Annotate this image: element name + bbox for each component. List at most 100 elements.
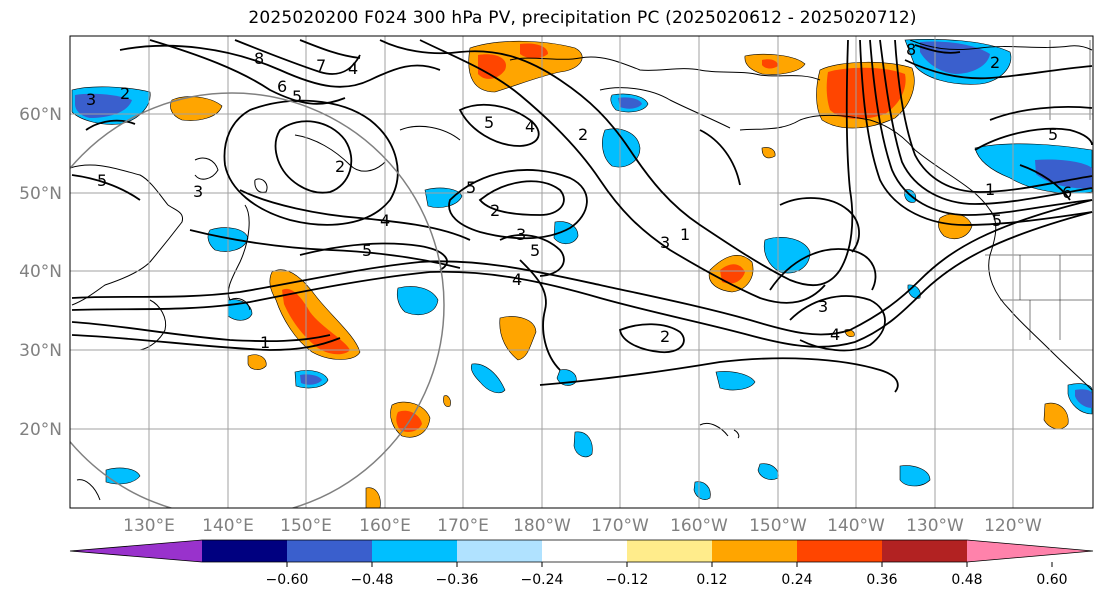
pv-contour-label: 4 bbox=[380, 211, 390, 230]
lon-label: 150°E bbox=[280, 516, 332, 536]
colorbar-segment bbox=[457, 540, 542, 562]
pv-contour bbox=[779, 197, 860, 253]
pv-contour bbox=[618, 323, 685, 354]
colorbar-tick-label: −0.36 bbox=[436, 572, 479, 588]
pv-contour-label: 5 bbox=[362, 241, 372, 260]
coastline bbox=[509, 56, 821, 81]
pv-contour-label-group: 8 7 6 5 4 5 5 4 2 3 2 3 5 4 5 2 3 5 1 3 … bbox=[86, 40, 1072, 352]
pv-contour bbox=[458, 103, 540, 147]
pv-contour bbox=[904, 59, 1093, 80]
colorbar-tick-label: 0.12 bbox=[696, 572, 727, 588]
lat-label: 20°N bbox=[19, 420, 62, 440]
colorbar-extension-high bbox=[967, 540, 1093, 562]
coastline bbox=[70, 164, 184, 306]
coastline bbox=[227, 204, 251, 311]
precip-neg-core bbox=[75, 93, 132, 118]
precip-neg-cell bbox=[899, 465, 931, 487]
pv-contour bbox=[223, 99, 399, 226]
pv-contour bbox=[274, 120, 353, 194]
pv-contour bbox=[519, 259, 561, 371]
pv-contour bbox=[894, 39, 1093, 193]
pv-contour bbox=[789, 295, 886, 352]
pv-contour-label: 5 bbox=[97, 171, 107, 190]
coastline bbox=[739, 114, 1093, 391]
colorbar-tick-label: −0.24 bbox=[521, 572, 564, 588]
pv-contour bbox=[119, 44, 441, 88]
precip-neg-core bbox=[618, 97, 642, 109]
lon-label: 130°E bbox=[123, 516, 175, 536]
pv-contour bbox=[299, 39, 361, 59]
pv-contour bbox=[539, 357, 899, 393]
pv-contour bbox=[478, 180, 565, 216]
coastline bbox=[294, 134, 386, 172]
lon-label: 170°E bbox=[437, 516, 489, 536]
colorbar-tick-label: 0.60 bbox=[1036, 572, 1067, 588]
colorbar-segment bbox=[202, 540, 287, 562]
precip-neg-core bbox=[1035, 159, 1092, 189]
pv-contour-label: 2 bbox=[578, 125, 588, 144]
colorbar-segment bbox=[627, 540, 712, 562]
pv-contour-label: 2 bbox=[660, 327, 670, 346]
coastline bbox=[194, 157, 219, 180]
longitude-labels: 130°E 140°E 150°E 160°E 170°E 180°W 170°… bbox=[123, 516, 1042, 536]
pv-contour-label: 5 bbox=[530, 241, 540, 260]
pv-contour bbox=[1019, 164, 1071, 201]
pv-contour-label: 4 bbox=[512, 270, 522, 289]
colorbar-tick-label: −0.48 bbox=[351, 572, 394, 588]
pv-contour-label: 3 bbox=[516, 225, 526, 244]
precip-neg-cell bbox=[715, 371, 756, 391]
lon-label: 160°E bbox=[359, 516, 411, 536]
pv-contour-label: 2 bbox=[990, 53, 1000, 72]
latitude-labels: 60°N 50°N 40°N 30°N 20°N bbox=[19, 105, 62, 440]
colorbar-tick-label: 0.36 bbox=[866, 572, 897, 588]
lon-label: 170°W bbox=[591, 516, 649, 536]
colorbar-outline bbox=[69, 539, 1094, 563]
pv-contour bbox=[299, 242, 448, 271]
colorbar-segment bbox=[372, 540, 457, 562]
precip-neg-cell bbox=[573, 431, 593, 458]
pv-contour-label: 6 bbox=[1062, 183, 1072, 202]
precip-neg-cell bbox=[396, 286, 439, 315]
precip-neg-core bbox=[1075, 389, 1092, 408]
pv-contour-label: 5 bbox=[292, 87, 302, 106]
lon-label: 150°W bbox=[749, 516, 807, 536]
pv-contour-label: 5 bbox=[1048, 125, 1058, 144]
borders bbox=[985, 40, 1092, 340]
pv-contour bbox=[85, 119, 136, 131]
pv-contour bbox=[71, 199, 1093, 336]
pv-contour bbox=[149, 39, 346, 105]
pv-contour-label: 3 bbox=[660, 233, 670, 252]
colorbar-segment bbox=[287, 540, 372, 562]
colorbar-extension-low bbox=[70, 540, 202, 562]
precip-pos-core bbox=[478, 54, 506, 79]
precip-neg-cell bbox=[763, 237, 811, 274]
pv-contour bbox=[71, 174, 141, 201]
pv-contour bbox=[234, 39, 361, 75]
precip-neg-cell bbox=[602, 128, 641, 168]
pv-contour bbox=[71, 211, 1093, 348]
coastline bbox=[76, 479, 101, 501]
pv-contour-label: 4 bbox=[830, 325, 840, 344]
coastline bbox=[254, 178, 268, 193]
pv-contour bbox=[859, 39, 1093, 226]
precip-pos-cell bbox=[1043, 402, 1069, 430]
pv-contour-label: 4 bbox=[525, 117, 535, 136]
coastline bbox=[399, 125, 461, 141]
precip-pos-cell bbox=[365, 487, 381, 508]
pv-contour-label: 1 bbox=[680, 225, 690, 244]
pv-contour-label: 8 bbox=[906, 40, 916, 59]
lon-label: 140°E bbox=[202, 516, 254, 536]
lon-label: 160°W bbox=[670, 516, 728, 536]
colorbar-tick-label: 0.24 bbox=[781, 572, 812, 588]
colorbar-tick-label: 0.48 bbox=[951, 572, 982, 588]
pv-contour bbox=[699, 129, 741, 186]
pv-contour-label: 3 bbox=[818, 297, 828, 316]
pv-contour-label: 3 bbox=[86, 90, 96, 109]
lon-label: 180°W bbox=[513, 516, 571, 536]
pv-contour bbox=[769, 248, 877, 291]
precip-pos-cell bbox=[761, 147, 776, 159]
colorbar-tick-label: −0.12 bbox=[606, 572, 649, 588]
precip-pos-core bbox=[720, 264, 745, 284]
lat-label: 40°N bbox=[19, 262, 62, 282]
pv-contour-label: 6 bbox=[277, 77, 287, 96]
